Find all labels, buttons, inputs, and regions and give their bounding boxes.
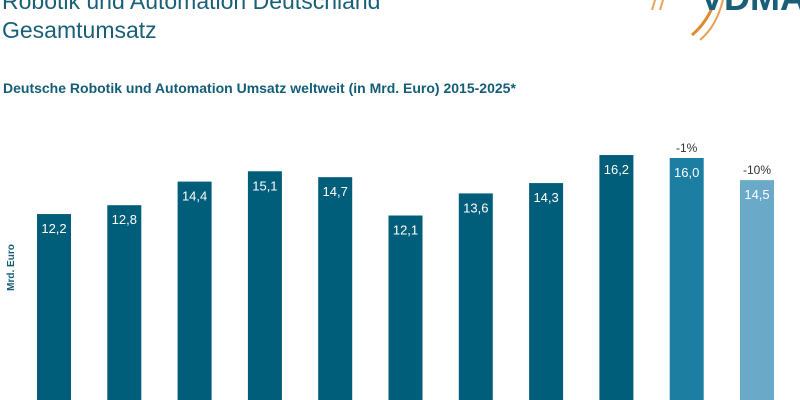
data-label: 15,1 [252,178,277,193]
bar [458,193,493,400]
bar [177,181,212,400]
data-label: 12,2 [41,221,66,236]
bar [529,183,564,400]
page-subtitle: Gesamtumsatz [2,17,157,43]
change-annotation: -1% [676,141,698,155]
data-label: 12,1 [393,223,418,238]
data-label: 14,4 [182,189,207,204]
data-label: 16,0 [674,165,699,180]
data-label: 12,8 [112,212,137,227]
change-annotation: -10% [743,163,771,177]
vdma-logo: VDMA [651,0,800,41]
svg-text:VDMA: VDMA [700,0,800,18]
bar [599,155,634,400]
bar [318,177,353,400]
bar [669,158,704,400]
data-label: 14,5 [744,187,769,202]
data-label: 13,6 [463,200,488,215]
bar [37,214,71,400]
data-label: 14,7 [323,184,348,199]
bar [740,180,774,400]
page-title: Robotik und Automation Deutschland [2,0,381,14]
chart-title: Deutsche Robotik und Automation Umsatz w… [3,80,516,96]
data-label: 14,3 [533,190,558,205]
bar [247,171,282,400]
bar [107,205,142,400]
data-label: 16,2 [604,162,629,177]
bar [388,215,423,400]
